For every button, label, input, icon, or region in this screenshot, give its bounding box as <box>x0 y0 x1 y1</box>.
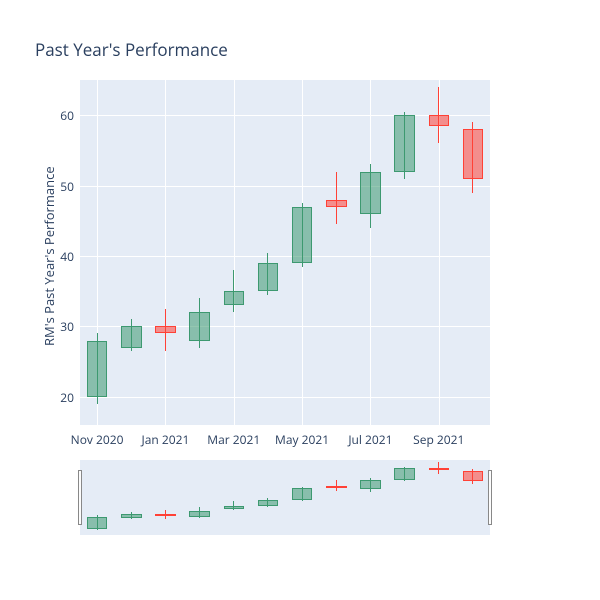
chart-title: Past Year's Performance <box>35 38 228 61</box>
candle-body-overview <box>292 488 313 500</box>
candle-body[interactable] <box>463 129 484 178</box>
x-tick-label: Jul 2021 <box>340 431 400 448</box>
grid-line <box>80 397 490 398</box>
y-tick-label: 40 <box>60 248 74 265</box>
grid-line <box>234 80 235 425</box>
grid-line <box>80 326 490 327</box>
candle-body[interactable] <box>394 115 415 171</box>
candle-body-overview <box>258 500 279 506</box>
grid-line <box>370 80 371 425</box>
candle-body[interactable] <box>155 326 176 333</box>
range-slider-handle-left[interactable] <box>78 470 82 525</box>
y-axis-label: RM's Past Year's Performance <box>40 166 58 346</box>
candle-wick <box>336 172 337 225</box>
candle-body[interactable] <box>121 326 142 347</box>
grid-line <box>165 80 166 425</box>
candle-body-overview <box>429 468 450 470</box>
range-slider-handle-right[interactable] <box>488 470 492 525</box>
grid-line <box>80 256 490 257</box>
y-tick-label: 60 <box>60 107 74 124</box>
main-candlestick-plot[interactable] <box>80 80 490 425</box>
candle-body[interactable] <box>189 312 210 340</box>
y-tick-label: 30 <box>60 318 74 335</box>
candle-body[interactable] <box>224 291 245 305</box>
x-tick-label: Jan 2021 <box>135 431 195 448</box>
grid-line <box>80 186 490 187</box>
candle-body[interactable] <box>326 200 347 207</box>
candle-body-overview <box>121 514 142 519</box>
x-tick-label: Mar 2021 <box>204 431 264 448</box>
candle-body[interactable] <box>360 172 381 214</box>
x-tick-label: Sep 2021 <box>409 431 469 448</box>
candle-body-overview <box>155 514 176 516</box>
x-tick-label: May 2021 <box>272 431 332 448</box>
candle-body[interactable] <box>429 115 450 126</box>
overview-range-slider[interactable] <box>80 460 490 535</box>
candle-body-overview <box>326 486 347 488</box>
candle-body[interactable] <box>258 263 279 291</box>
candle-body-overview <box>189 511 210 517</box>
y-tick-label: 20 <box>60 389 74 406</box>
candle-body-overview <box>394 468 415 480</box>
candle-body-overview <box>360 480 381 489</box>
candle-body-overview <box>87 517 108 529</box>
candle-body-overview <box>224 506 245 509</box>
candle-body[interactable] <box>292 207 313 263</box>
x-tick-label: Nov 2020 <box>67 431 127 448</box>
candle-body[interactable] <box>87 341 108 397</box>
y-tick-label: 50 <box>60 178 74 195</box>
candle-body-overview <box>463 471 484 482</box>
